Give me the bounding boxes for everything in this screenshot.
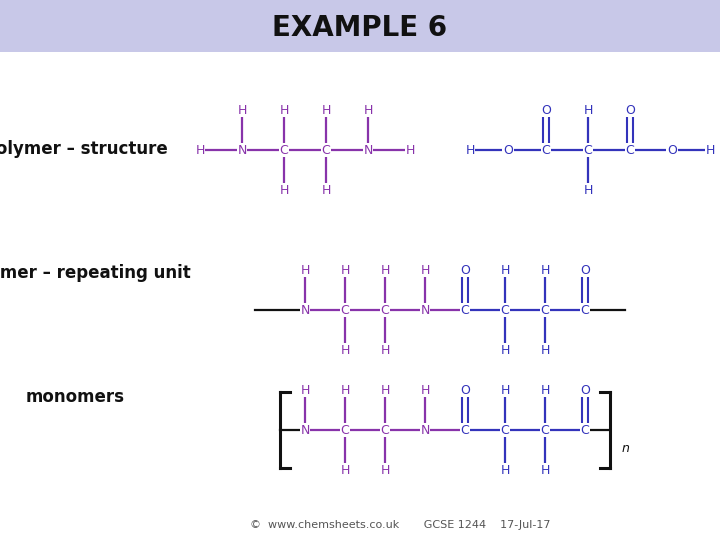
Text: O: O: [625, 104, 635, 117]
Text: O: O: [580, 383, 590, 396]
Text: H: H: [341, 463, 350, 476]
Text: C: C: [381, 303, 390, 316]
Text: H: H: [380, 463, 390, 476]
Text: N: N: [238, 144, 247, 157]
Text: O: O: [667, 144, 677, 157]
Text: H: H: [321, 184, 330, 197]
Text: H: H: [341, 383, 350, 396]
Text: N: N: [420, 303, 430, 316]
Text: C: C: [500, 423, 509, 436]
Text: C: C: [381, 423, 390, 436]
Text: ©  www.chemsheets.co.uk       GCSE 1244    17-Jul-17: © www.chemsheets.co.uk GCSE 1244 17-Jul-…: [250, 520, 550, 530]
Text: H: H: [500, 343, 510, 356]
Text: C: C: [541, 144, 550, 157]
Text: H: H: [420, 264, 430, 276]
Text: H: H: [321, 104, 330, 117]
Text: C: C: [541, 303, 549, 316]
Text: H: H: [380, 264, 390, 276]
Text: H: H: [500, 264, 510, 276]
Text: C: C: [580, 303, 590, 316]
Text: H: H: [341, 343, 350, 356]
Text: H: H: [279, 184, 289, 197]
Text: H: H: [341, 264, 350, 276]
Text: C: C: [500, 303, 509, 316]
Text: O: O: [580, 264, 590, 276]
Text: polymer – repeating unit: polymer – repeating unit: [0, 264, 191, 282]
Text: C: C: [580, 423, 590, 436]
Text: C: C: [461, 423, 469, 436]
Text: C: C: [584, 144, 593, 157]
Text: H: H: [405, 144, 415, 157]
Text: O: O: [460, 383, 470, 396]
Text: C: C: [541, 423, 549, 436]
Text: H: H: [465, 144, 474, 157]
Text: C: C: [341, 423, 349, 436]
Bar: [0, 0, 720, 52]
Text: H: H: [540, 264, 549, 276]
Text: H: H: [238, 104, 247, 117]
Text: N: N: [300, 303, 310, 316]
Text: EXAMPLE 6: EXAMPLE 6: [272, 14, 448, 42]
Text: H: H: [195, 144, 204, 157]
Text: H: H: [364, 104, 373, 117]
Text: C: C: [461, 303, 469, 316]
Text: N: N: [364, 144, 373, 157]
Text: N: N: [420, 423, 430, 436]
Text: H: H: [420, 383, 430, 396]
Text: H: H: [540, 383, 549, 396]
Text: H: H: [583, 104, 593, 117]
Text: H: H: [540, 463, 549, 476]
Text: H: H: [300, 383, 310, 396]
Text: C: C: [322, 144, 330, 157]
Text: O: O: [503, 144, 513, 157]
Text: C: C: [341, 303, 349, 316]
Text: O: O: [541, 104, 551, 117]
Text: C: C: [279, 144, 289, 157]
Text: monomers: monomers: [26, 388, 125, 406]
Text: O: O: [460, 264, 470, 276]
Text: H: H: [380, 343, 390, 356]
Text: H: H: [380, 383, 390, 396]
Text: n: n: [622, 442, 630, 455]
Text: H: H: [300, 264, 310, 276]
Text: C: C: [626, 144, 634, 157]
Text: H: H: [500, 463, 510, 476]
Text: H: H: [279, 104, 289, 117]
Text: polymer – structure: polymer – structure: [0, 139, 168, 158]
Text: H: H: [500, 383, 510, 396]
Text: H: H: [540, 343, 549, 356]
Text: N: N: [300, 423, 310, 436]
Text: H: H: [706, 144, 715, 157]
Text: H: H: [583, 184, 593, 197]
